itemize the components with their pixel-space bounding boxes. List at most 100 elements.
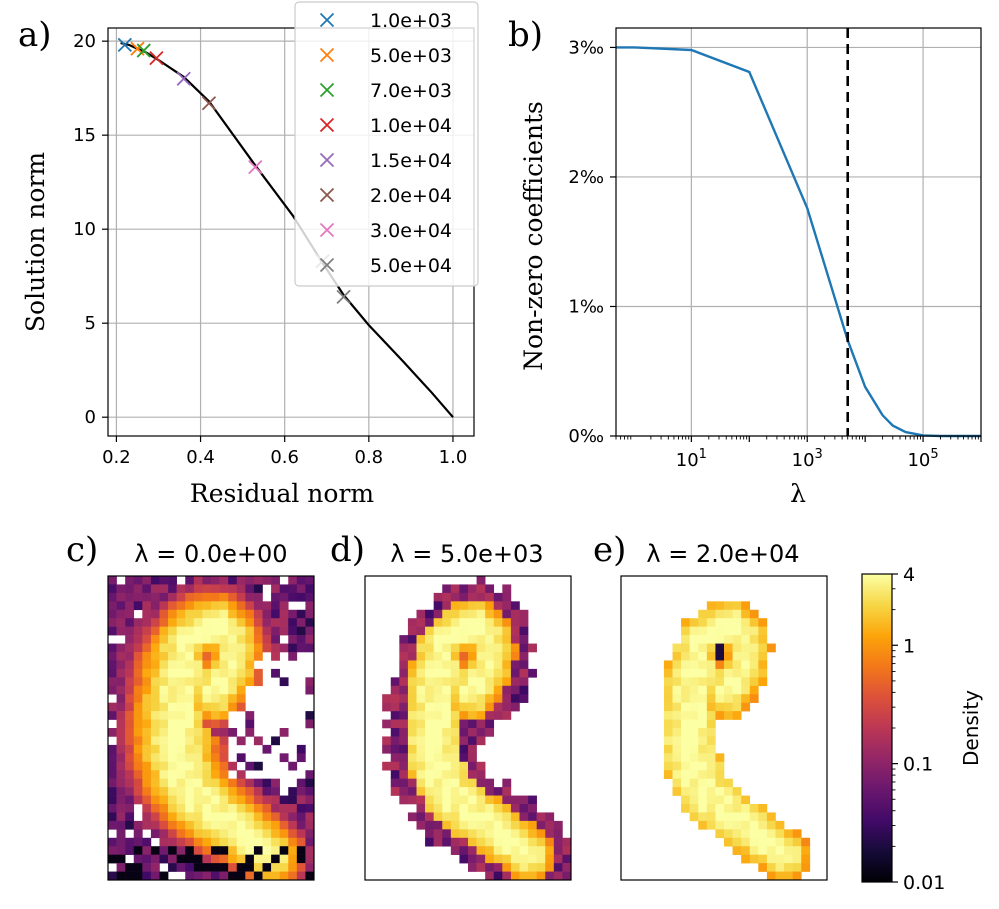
heatmap-cell — [407, 660, 417, 670]
heatmap-cell — [296, 744, 306, 754]
heatmap-cell — [724, 660, 733, 670]
heatmap-cell — [185, 736, 195, 746]
heatmap-cell — [485, 618, 495, 627]
heatmap-cell — [159, 711, 169, 720]
heatmap-cell — [219, 592, 229, 602]
heatmap-cell — [715, 635, 725, 644]
heatmap-cell — [689, 626, 699, 636]
heatmap-cell — [219, 584, 229, 594]
heatmap-cell — [271, 787, 280, 796]
heatmap-cell — [202, 618, 212, 627]
heatmap-cell — [202, 728, 212, 737]
heatmap-cell — [125, 812, 135, 822]
heatmap-cell — [125, 702, 135, 712]
heatmap-cell — [305, 685, 315, 695]
heatmap-cell — [698, 652, 708, 661]
chart-a-legend-entry: 1.0e+03 — [319, 10, 452, 32]
heatmap-cell — [485, 837, 495, 847]
heatmap-cell — [766, 854, 776, 864]
heatmap-cell — [288, 837, 298, 847]
heatmap-cell — [125, 601, 135, 611]
heatmap-cell — [228, 812, 238, 822]
heatmap-cell — [202, 787, 212, 796]
heatmap-cell — [493, 668, 503, 678]
heatmap-cell — [450, 643, 460, 653]
heatmap-d-cells — [382, 576, 572, 881]
heatmap-cell — [185, 728, 195, 737]
heatmap-cell — [296, 854, 306, 864]
heatmap-cell — [502, 702, 512, 712]
heatmap-cell — [305, 871, 315, 881]
heatmap-cell — [468, 728, 477, 737]
heatmap-cell — [407, 694, 417, 703]
heatmap-cell — [749, 837, 759, 847]
heatmap-cell — [296, 576, 306, 585]
heatmap-cell — [442, 652, 452, 661]
heatmap-cell — [159, 812, 169, 822]
heatmap-cell — [142, 592, 152, 602]
heatmap-cell — [108, 652, 117, 661]
heatmap-cell — [305, 618, 315, 627]
heatmap-cell — [459, 702, 469, 712]
heatmap-cell — [698, 736, 708, 746]
heatmap-cell — [236, 770, 246, 779]
heatmap-cell — [792, 854, 802, 864]
heatmap-cell — [133, 677, 143, 687]
heatmap-cell — [450, 694, 460, 703]
heatmap-cell — [416, 787, 426, 796]
heatmap-cell — [253, 609, 263, 619]
heatmap-cell — [407, 652, 417, 661]
heatmap-cell — [399, 643, 409, 653]
heatmap-cell — [519, 829, 529, 839]
heatmap-cell — [305, 770, 315, 779]
heatmap-cell — [185, 694, 195, 703]
heatmap-cell — [125, 677, 135, 687]
heatmap-cell — [749, 812, 759, 822]
heatmap-cell — [766, 871, 776, 881]
heatmap-cell — [442, 685, 452, 695]
heatmap-cell — [168, 854, 177, 864]
heatmap-cell — [245, 711, 255, 720]
heatmap-cell — [510, 795, 520, 805]
heatmap-cell — [116, 702, 126, 712]
heatmap-cell — [442, 609, 452, 619]
heatmap-cell — [245, 812, 255, 822]
chart-a-legend-label: 5.0e+04 — [370, 255, 452, 277]
heatmap-cell — [108, 753, 117, 763]
heatmap-cell — [133, 601, 143, 611]
heatmap-cell — [271, 584, 280, 594]
heatmap-cell — [493, 854, 503, 864]
heatmap-cell — [450, 618, 460, 627]
heatmap-cell — [766, 820, 776, 830]
heatmap-cell — [450, 795, 460, 805]
heatmap-cell — [150, 778, 160, 788]
heatmap-cell — [390, 694, 400, 703]
heatmap-cell — [681, 702, 690, 712]
heatmap-cell — [732, 635, 742, 644]
heatmap-cell — [536, 812, 546, 822]
chart-b-ytick-label: 2‰ — [568, 167, 604, 188]
heatmap-cell — [305, 820, 315, 830]
heatmap-cell — [150, 829, 160, 839]
heatmap-cell — [133, 795, 143, 805]
heatmap-cell — [510, 685, 520, 695]
heatmap-cell — [510, 635, 520, 644]
heatmap-cell — [193, 871, 203, 881]
heatmap-cell — [724, 626, 733, 636]
heatmap-cell — [150, 761, 160, 771]
chart-a-marker — [149, 50, 164, 66]
heatmap-cell — [108, 812, 117, 822]
heatmap-cell — [433, 787, 443, 796]
heatmap-cell — [510, 694, 520, 703]
heatmap-cell — [168, 719, 177, 729]
heatmap-cell — [176, 820, 186, 830]
heatmap-cell — [390, 787, 400, 796]
heatmap-cell — [125, 719, 135, 729]
heatmap-cell — [133, 576, 143, 585]
heatmap-cell — [159, 778, 169, 788]
heatmap-cell — [193, 795, 203, 805]
heatmap-cell — [116, 736, 126, 746]
heatmap-cell — [519, 863, 529, 872]
heatmap-cell — [150, 795, 160, 805]
heatmap-cell — [211, 685, 220, 695]
